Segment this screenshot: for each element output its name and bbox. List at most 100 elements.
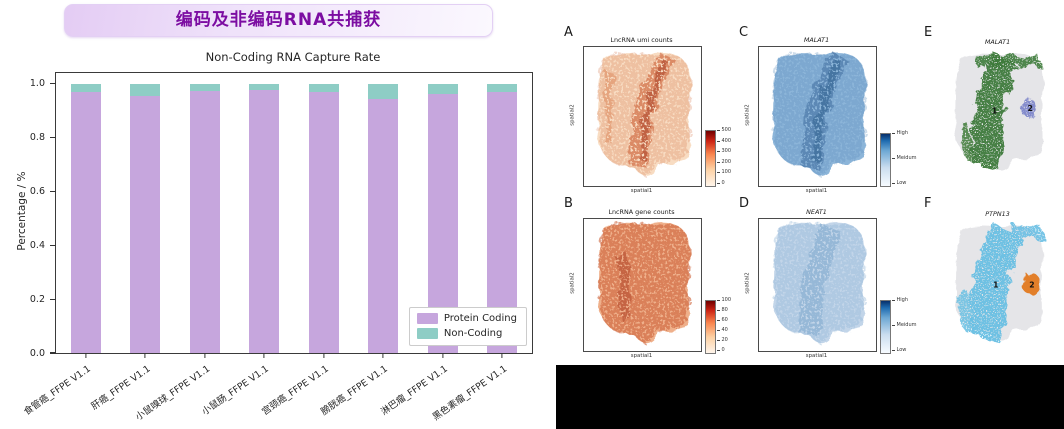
colorbar-label-high: High [892, 131, 917, 136]
panel-A-ylabel: spatial2 [569, 104, 576, 126]
bar-segment-protein-coding [70, 91, 101, 353]
tissue-image-lncrna-gene [598, 223, 690, 344]
cluster-label-1: 1 [992, 106, 997, 115]
bar-segment-non-coding [427, 83, 458, 95]
x-tick-mark [85, 353, 87, 358]
colorbar-tick: 40 [717, 328, 731, 333]
panel-C-title: MALAT1 [803, 36, 830, 44]
bar-segment-non-coding [308, 83, 339, 92]
legend-swatch-protein [416, 313, 438, 324]
bar-segment-non-coding [249, 83, 280, 90]
colorbar-tick: 80 [717, 308, 731, 313]
colorbar-tick: 20 [717, 338, 731, 343]
bar-segment-non-coding [368, 83, 399, 99]
bar-slot [235, 73, 295, 353]
panel-letter-E: E [924, 25, 933, 40]
panel-B-axes [583, 218, 702, 352]
panel-E-title: MALAT1 [984, 38, 1011, 46]
stacked-bar [249, 83, 280, 353]
panel-letter-C: C [739, 25, 749, 40]
panel-C-colorbar-labels: High Meidum Low [892, 131, 917, 186]
panel-B-colorbar-ticks: 100 80 60 40 20 0 [717, 298, 732, 353]
stacked-bar [189, 83, 220, 353]
bar-slot [294, 73, 354, 353]
panel-B-colorbar [705, 300, 716, 354]
colorbar-tick: 200 [717, 159, 732, 165]
tissue-image-lncrna-umi [597, 52, 691, 177]
colorbar-tick: 100 [717, 298, 732, 303]
bar-segment-non-coding [487, 83, 518, 93]
bar-segment-non-coding [189, 83, 220, 91]
x-tick-label: 食管癌_FFPE V1.1 [21, 363, 93, 418]
colorbar-label-low: Low [892, 181, 917, 186]
bar-segment-non-coding [130, 83, 161, 96]
panel-B-xlabel: spatial1 [630, 353, 653, 359]
y-axis-label: Percentage / % [16, 171, 28, 251]
x-tick-mark [263, 353, 265, 358]
colorbar-label-high: High [892, 298, 917, 303]
cluster-label-1: 1 [993, 281, 998, 290]
colorbar-tick: 0 [717, 348, 731, 353]
cluster-label-2: 2 [1029, 281, 1034, 290]
stacked-bar [130, 83, 161, 353]
bar-segment-protein-coding [189, 90, 220, 353]
legend-label: Protein Coding [443, 313, 517, 324]
colorbar-tick: 300 [717, 149, 732, 154]
x-tick-mark [204, 353, 206, 358]
section-title-banner: 编码及非编码RNA共捕获 [64, 4, 493, 37]
panel-E-plot: 1 2 [935, 50, 1060, 178]
panel-C-colorbar [880, 133, 891, 187]
bar-segment-non-coding [70, 83, 101, 92]
panel-C-axes [758, 46, 877, 187]
panel-A-colorbar-ticks: 500 400 300 200 100 0 [717, 128, 732, 186]
legend-item-non-coding: Non-Coding [416, 328, 517, 339]
bar-slot [175, 73, 235, 353]
chart-legend: Protein Coding Non-Coding [408, 307, 527, 346]
x-tick-labels: 食管癌_FFPE V1.1 肝癌_FFPE V1.1 小鼠嗅球_FFPE V1.1 小… [22, 352, 531, 423]
cluster-label-2: 2 [1028, 104, 1033, 113]
panel-F-plot: 1 2 [935, 222, 1060, 348]
tissue-image-neat1-expression [773, 223, 865, 344]
bar-slot [354, 73, 414, 353]
bar-segment-protein-coding [368, 98, 399, 353]
bar-segment-protein-coding [249, 89, 280, 353]
panel-A-colorbar [705, 130, 716, 187]
colorbar-tick: 60 [717, 318, 731, 323]
bar-slot [116, 73, 176, 353]
colorbar-tick: 0 [717, 180, 731, 186]
panel-D-ylabel: spatial2 [744, 272, 751, 294]
x-tick-mark [323, 353, 325, 358]
tissue-cluster-map-ptpn13: 1 2 [955, 222, 1046, 345]
bar-slot [56, 73, 116, 353]
panel-letter-F: F [924, 196, 932, 211]
stacked-bar [368, 83, 399, 353]
panel-letter-A: A [564, 25, 573, 40]
panel-D-axes [758, 218, 877, 352]
stacked-bar [70, 83, 101, 353]
stacked-bar [308, 83, 339, 353]
x-tick-mark [144, 353, 146, 358]
panel-B-ylabel: spatial2 [569, 272, 576, 294]
panel-A-xlabel: spatial1 [630, 188, 653, 194]
redacted-caption-bar [556, 365, 1064, 429]
colorbar-tick: 100 [717, 170, 732, 175]
legend-item-protein-coding: Protein Coding [416, 313, 517, 324]
panel-D-colorbar [880, 300, 891, 354]
panel-C-ylabel: spatial2 [744, 104, 751, 126]
bar-segment-protein-coding [130, 95, 161, 353]
tissue-cluster-map-malat1: 1 2 [954, 51, 1044, 171]
panel-D-title: NEAT1 [806, 208, 827, 216]
panel-B-title: LncRNA gene counts [608, 208, 675, 216]
legend-label: Non-Coding [443, 328, 503, 339]
panel-D-xlabel: spatial1 [805, 353, 828, 359]
panel-F-title: PTPN13 [985, 210, 1010, 218]
panel-letter-B: B [564, 196, 573, 211]
bar-segment-protein-coding [308, 91, 339, 353]
x-tick-mark [442, 353, 444, 358]
bars-row [56, 73, 532, 353]
panel-D-colorbar-labels: High Meidum Low [892, 298, 917, 353]
panel-letter-D: D [739, 196, 750, 211]
panel-A-title: LncRNA umi counts [610, 36, 673, 44]
legend-swatch-noncoding [416, 328, 438, 339]
x-tick-mark [501, 353, 503, 358]
